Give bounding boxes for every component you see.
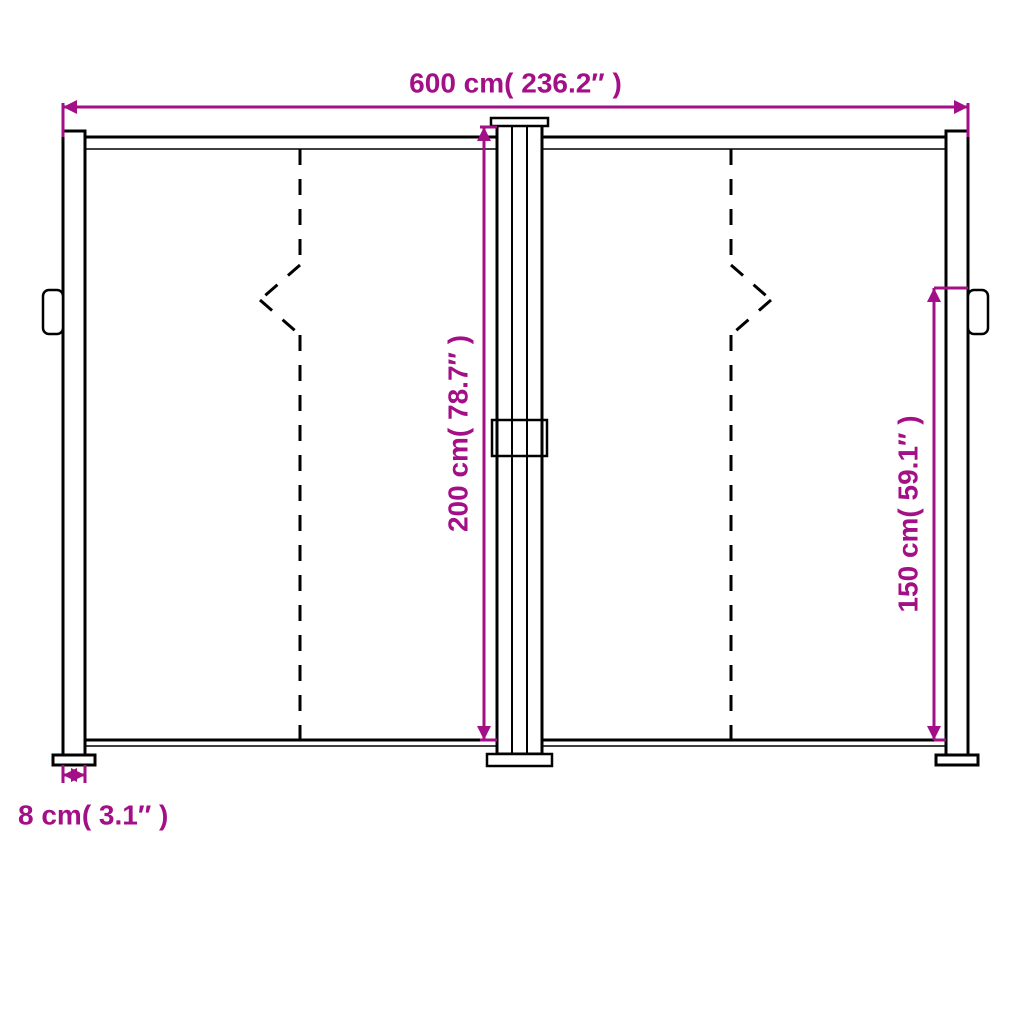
- dim-8-label: 8 cm( 3.1″ ): [18, 799, 168, 830]
- dim-150-label: 150 cm( 59.1″ ): [892, 415, 923, 612]
- fold-line: [731, 149, 771, 740]
- dim-width-label: 600 cm( 236.2″ ): [409, 67, 622, 98]
- dim-200-label: 200 cm( 78.7″ ): [442, 335, 473, 532]
- product-outline: [43, 118, 988, 766]
- fold-line: [260, 149, 300, 740]
